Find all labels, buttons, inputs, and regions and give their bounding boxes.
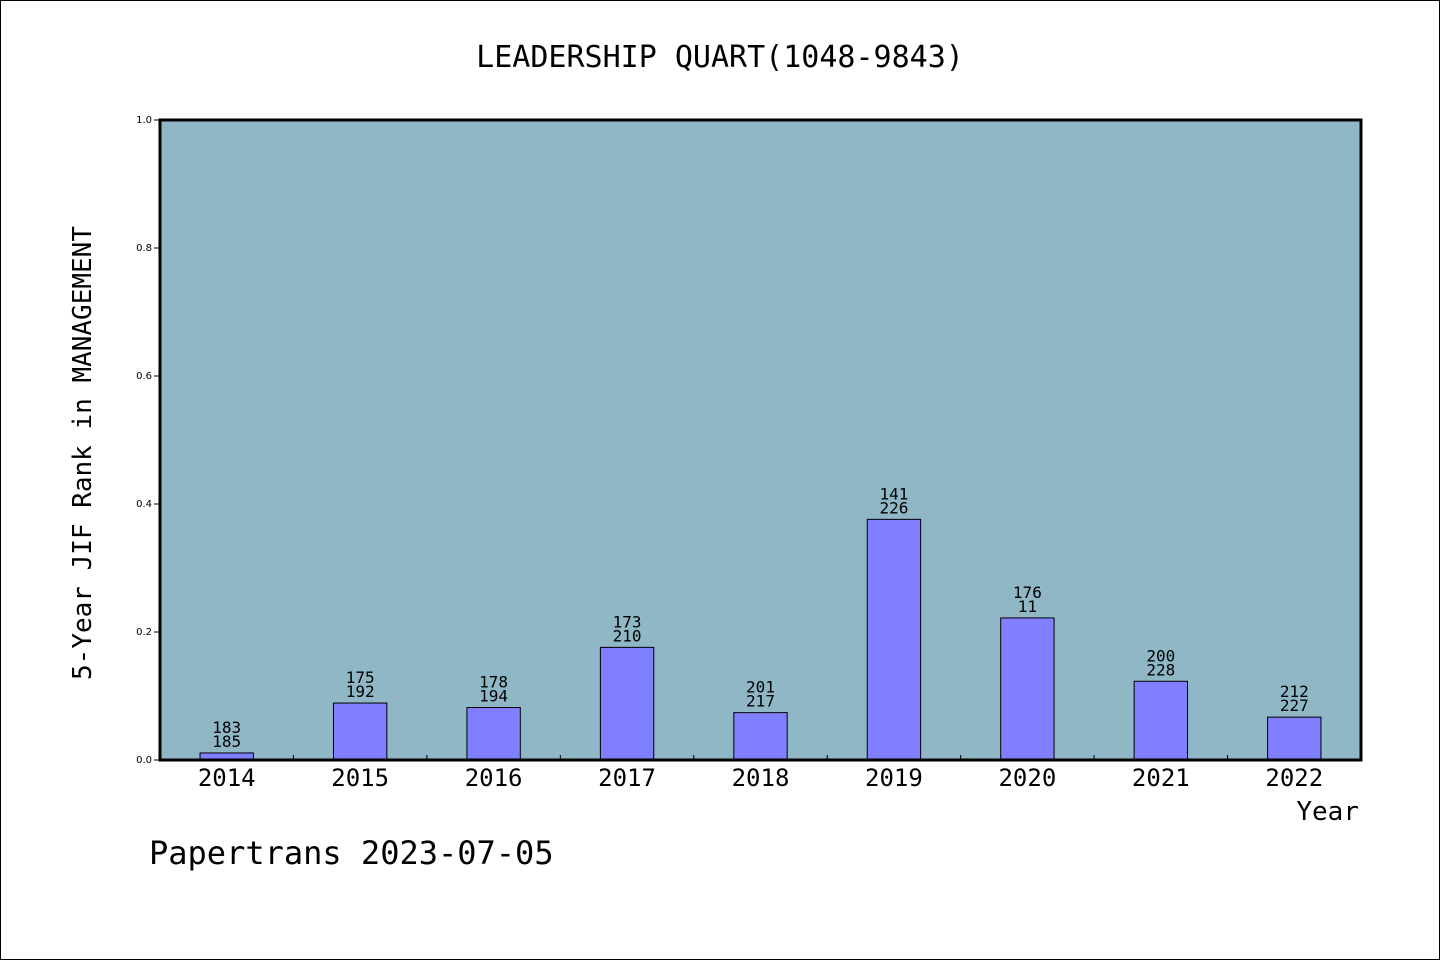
x-tick-label: 2014: [198, 764, 256, 792]
x-tick-label: 2016: [465, 764, 523, 792]
y-tick-label: 1.0: [136, 115, 152, 126]
bar-2020: [1000, 617, 1055, 761]
bar-2016: [466, 707, 521, 761]
bar-2019: [866, 518, 922, 761]
footer-text: Papertrans 2023-07-05: [149, 834, 554, 872]
bar-label-top: 200: [1146, 646, 1175, 665]
bar-label-bottom: 217: [746, 692, 775, 711]
bar-2021: [1133, 680, 1189, 761]
x-tick-label: 2017: [598, 764, 656, 792]
bar-label-bottom: 194: [479, 687, 508, 706]
y-tick-label: 0.0: [136, 755, 152, 766]
x-tick-label: 2015: [331, 764, 389, 792]
bar-label-top: 141: [879, 484, 908, 503]
y-axis: 0.0 0.2 0.4 0.6 0.8 1.0: [136, 115, 160, 766]
bar-label-bottom: 226: [879, 498, 908, 517]
bar-label-top: 212: [1280, 682, 1309, 701]
plot-area: [160, 120, 1361, 760]
x-tick-label: 2019: [865, 764, 923, 792]
bar-label-top: 176: [1013, 583, 1042, 602]
y-tick-label: 0.6: [136, 371, 152, 382]
x-tick-label: 2020: [998, 764, 1056, 792]
x-tick-label: 2022: [1265, 764, 1323, 792]
bar-label-bottom: 192: [346, 682, 375, 701]
bar-2017: [599, 646, 655, 761]
bar-label-top: 183: [212, 718, 241, 737]
bar-label-bottom: 11: [1018, 597, 1037, 616]
bar-label-bottom: 210: [613, 626, 642, 645]
x-tick-label: 2021: [1132, 764, 1190, 792]
y-tick-label: 0.2: [136, 627, 152, 638]
bar-label-bottom: 185: [212, 732, 241, 751]
chart-title: LEADERSHIP QUART(1048-9843): [476, 40, 964, 75]
y-axis-label: 5-Year JIF Rank in MANAGEMENT: [68, 226, 98, 680]
bar-2018: [733, 712, 788, 761]
y-tick-label: 0.4: [136, 499, 152, 510]
bars-group: [199, 518, 1322, 761]
bar-label-top: 178: [479, 673, 508, 692]
bar-label-bottom: 227: [1280, 696, 1309, 715]
bar-label-top: 175: [346, 668, 375, 687]
x-axis: 2014 2015 2016 2017 2018 2019 2020 2021 2022: [198, 755, 1323, 792]
bar-label-top: 173: [613, 612, 642, 631]
bar-label-bottom: 228: [1146, 660, 1175, 679]
y-tick-label: 0.8: [136, 243, 152, 254]
x-tick-label: 2018: [732, 764, 790, 792]
bar-2015: [332, 702, 388, 761]
bar-2022: [1267, 716, 1322, 761]
bar-label-top: 201: [746, 678, 775, 697]
x-axis-label: Year: [1296, 797, 1359, 827]
plot-frame: [158, 118, 1363, 762]
